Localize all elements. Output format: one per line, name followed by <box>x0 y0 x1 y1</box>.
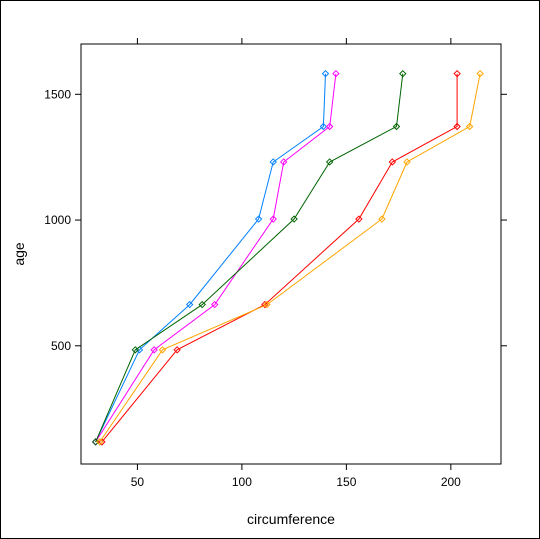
data-point <box>325 158 334 166</box>
data-point <box>279 158 288 166</box>
data-point <box>185 300 194 309</box>
data-point <box>378 215 386 223</box>
data-point <box>150 346 158 354</box>
data-point <box>269 215 277 223</box>
data-point <box>173 346 181 354</box>
series-group <box>91 69 484 446</box>
data-point <box>211 300 219 309</box>
y-tick-label: 1000 <box>44 213 71 227</box>
x-tick-label: 50 <box>131 475 145 489</box>
data-point <box>321 69 330 78</box>
data-point <box>319 122 328 131</box>
data-point <box>388 158 397 166</box>
data-point <box>403 158 411 166</box>
y-tick-label: 500 <box>51 339 71 353</box>
x-axis-label: circumference <box>247 511 335 527</box>
axis-ticks: 50 100 150 200 500 1000 1500 <box>44 38 507 489</box>
series-1 <box>91 69 330 446</box>
series-line-5 <box>99 73 481 443</box>
data-point <box>355 215 363 223</box>
data-point <box>269 158 277 166</box>
data-point <box>131 346 140 354</box>
y-axis-label: age <box>11 242 27 266</box>
series-2 <box>91 69 340 446</box>
series-4 <box>98 69 461 446</box>
data-point <box>254 215 263 223</box>
series-3 <box>91 69 407 446</box>
x-tick-label: 200 <box>441 475 461 489</box>
data-point <box>476 69 484 78</box>
series-5 <box>96 69 484 446</box>
data-point <box>96 438 104 446</box>
data-point <box>261 300 269 309</box>
data-point <box>465 122 474 131</box>
series-line-2 <box>95 73 337 443</box>
data-point <box>453 69 461 78</box>
series-line-1 <box>95 73 326 443</box>
plot-area <box>80 43 502 465</box>
data-point <box>399 69 407 78</box>
series-line-4 <box>101 73 458 443</box>
x-tick-label: 100 <box>232 475 252 489</box>
data-point <box>98 438 106 446</box>
data-point <box>290 215 298 223</box>
data-point <box>198 300 206 309</box>
data-point <box>325 122 334 131</box>
data-point <box>158 346 167 354</box>
data-point <box>392 122 401 131</box>
data-point <box>453 122 461 131</box>
data-point <box>332 69 340 78</box>
series-line-3 <box>95 73 404 443</box>
data-point <box>263 300 271 309</box>
x-tick-label: 150 <box>336 475 356 489</box>
y-tick-label: 1500 <box>44 87 71 101</box>
